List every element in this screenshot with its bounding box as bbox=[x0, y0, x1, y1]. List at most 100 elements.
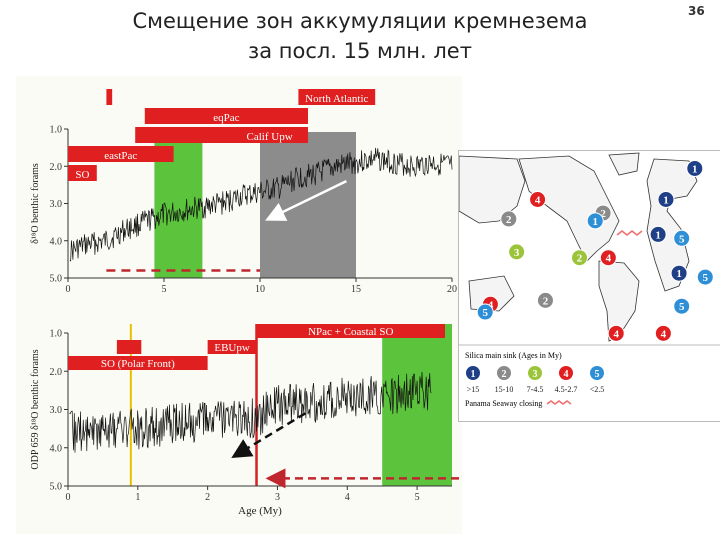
legend-circle bbox=[590, 366, 604, 380]
legend-number: 2 bbox=[502, 369, 507, 380]
figure-panel: 0 5 10 15 20 1.0 2.0 3.0 4.0 5.0 North Atlantic eqP… bbox=[16, 76, 462, 534]
marker-number: 2 bbox=[543, 295, 549, 307]
marker-number: 5 bbox=[679, 233, 685, 245]
marker-circle bbox=[673, 297, 691, 315]
marker-circle bbox=[670, 264, 688, 282]
range-bar-5 bbox=[231, 127, 308, 143]
y-tick-label: 3.0 bbox=[50, 199, 63, 210]
marker-circle bbox=[696, 268, 714, 286]
marker-number: 2 bbox=[506, 214, 512, 226]
marker-number: 1 bbox=[592, 216, 598, 228]
marker-number: 1 bbox=[676, 268, 682, 280]
legend-number: 5 bbox=[595, 369, 600, 380]
legend-item: 5 <2.5 bbox=[590, 366, 605, 394]
seaway-legend-label: Panama Seaway closing bbox=[465, 399, 542, 408]
map-legend: 1 >15 2 15-10 3 7-4.5 4 4.5-2.7 5 <2.5 bbox=[466, 366, 604, 394]
marker-number: 5 bbox=[703, 272, 709, 284]
marker-circle bbox=[686, 159, 704, 177]
x-tick-label: 0 bbox=[66, 492, 71, 503]
silica-sink-marker: 1 bbox=[586, 212, 604, 230]
marker-number: 1 bbox=[655, 229, 661, 241]
land-greenland bbox=[608, 152, 640, 176]
marker-circle bbox=[571, 249, 589, 267]
y-tick-label: 2.0 bbox=[50, 162, 63, 173]
shaded-band-2 bbox=[260, 132, 356, 278]
range-bar-4 bbox=[68, 356, 208, 370]
range-bar-label: North Atlantic bbox=[305, 93, 368, 105]
land-australia bbox=[468, 275, 515, 312]
slide-title: Смещение зон аккумуляции кремнезема за п… bbox=[60, 6, 660, 66]
legend-age-range: 7-4.5 bbox=[527, 385, 544, 394]
silica-sink-marker: 5 bbox=[696, 268, 714, 286]
legend-item: 3 7-4.5 bbox=[527, 366, 544, 394]
legend-circle bbox=[528, 366, 542, 380]
x-tick-label: 1 bbox=[135, 492, 140, 503]
marker-circle bbox=[508, 243, 526, 261]
silica-sink-marker: 5 bbox=[673, 297, 691, 315]
land-north-america bbox=[518, 155, 620, 262]
legend-age-range: 15-10 bbox=[495, 385, 514, 394]
marker-number: 5 bbox=[482, 307, 488, 319]
y-tick-label: 3.0 bbox=[50, 405, 63, 416]
chart-2: 0 1 2 3 4 5 1.0 2.0 3.0 4.0 5.0 NPac + Coastal SO EB… bbox=[30, 324, 459, 517]
range-bar-label: NPac + Coastal SO bbox=[308, 326, 393, 338]
panama-seaway-marker bbox=[616, 229, 643, 237]
marker-number: 4 bbox=[613, 328, 619, 340]
range-bar-1 bbox=[256, 324, 446, 338]
y-tick-label: 4.0 bbox=[50, 236, 63, 247]
y-tick-label: 4.0 bbox=[50, 443, 63, 454]
marker-circle bbox=[536, 291, 554, 309]
dashed-black-arrow bbox=[231, 412, 307, 458]
legend-number: 3 bbox=[533, 369, 538, 380]
data-series-line bbox=[69, 147, 453, 262]
x-tick-label: 15 bbox=[351, 284, 361, 295]
x-tick-label: 5 bbox=[162, 284, 167, 295]
range-bar-label: EBUpw bbox=[214, 342, 250, 354]
silica-sink-marker: 3 bbox=[508, 243, 526, 261]
silica-sink-marker: 5 bbox=[673, 229, 691, 247]
range-bar-label: Calif Upw bbox=[247, 131, 293, 143]
legend-age-range: <2.5 bbox=[590, 385, 605, 394]
range-bar-3 bbox=[207, 340, 257, 354]
silica-sink-marker: 2 bbox=[536, 291, 554, 309]
marker-number: 5 bbox=[679, 301, 685, 313]
y-axis-label: δ¹⁸O benthic forams bbox=[30, 163, 41, 244]
y-tick-label: 1.0 bbox=[50, 329, 63, 340]
range-bar-2 bbox=[116, 340, 142, 354]
legend-circle bbox=[466, 366, 480, 380]
shaded-band-1 bbox=[382, 324, 452, 486]
x-tick-label: 5 bbox=[415, 492, 420, 503]
marker-number: 4 bbox=[661, 328, 667, 340]
chart-1: 0 5 10 15 20 1.0 2.0 3.0 4.0 5.0 North Atlantic eqP… bbox=[30, 89, 457, 295]
marker-circle bbox=[657, 191, 675, 208]
y-axis-label: ODP 659 δ¹⁸O benthic forams bbox=[30, 349, 41, 469]
slide-number: 36 bbox=[688, 4, 705, 18]
legend-item: 2 15-10 bbox=[495, 366, 514, 394]
x-tick-label: 4 bbox=[345, 492, 350, 503]
marker-number: 4 bbox=[535, 195, 541, 207]
land-masses bbox=[458, 152, 698, 342]
silica-sink-marker: 2 bbox=[571, 249, 589, 267]
silica-sink-marker: 1 bbox=[657, 191, 675, 208]
marker-number: 2 bbox=[577, 253, 583, 265]
marker-circle bbox=[649, 225, 667, 243]
range-bar-label: SO (Polar Front) bbox=[101, 358, 175, 370]
marker-circle bbox=[607, 324, 625, 342]
silica-sink-marker: 2 bbox=[500, 210, 518, 228]
map-legend-title: Silica main sink (Ages in My) bbox=[465, 351, 562, 360]
legend-number: 4 bbox=[564, 369, 569, 380]
marker-circle bbox=[673, 229, 691, 247]
silica-sink-marker: 4 bbox=[599, 249, 617, 267]
data-series-line bbox=[69, 371, 432, 453]
legend-circle bbox=[497, 366, 511, 380]
marker-number: 4 bbox=[488, 299, 494, 311]
marker-number: 4 bbox=[606, 253, 612, 265]
range-bar-4 bbox=[135, 127, 241, 143]
legend-item: 4 4.5-2.7 bbox=[555, 366, 577, 394]
x-axis-label: Age (My) bbox=[238, 505, 282, 517]
x-tick-label: 0 bbox=[66, 284, 71, 295]
